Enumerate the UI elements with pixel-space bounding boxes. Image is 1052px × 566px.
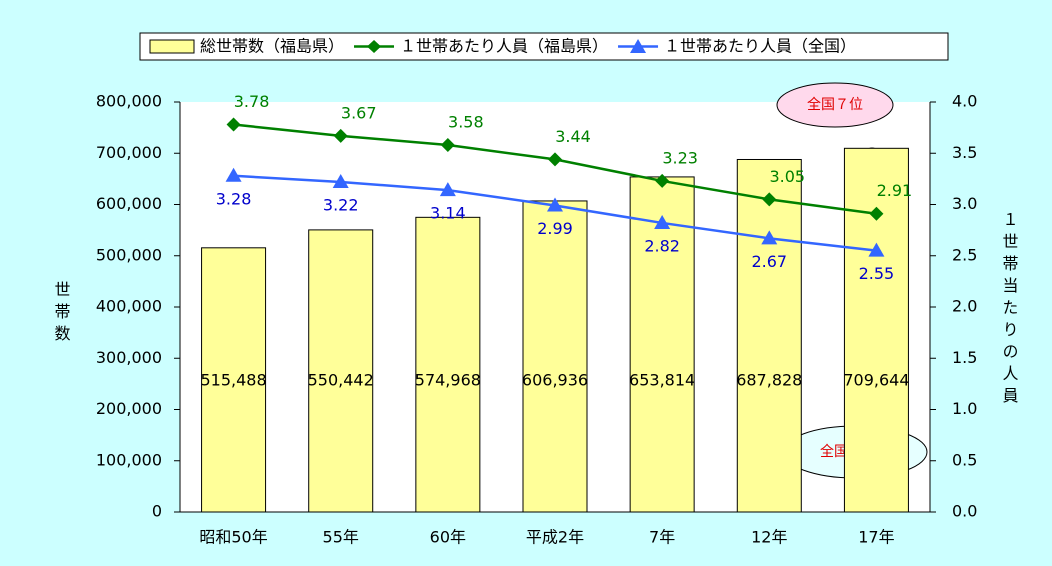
- y-tick-label: 0: [152, 502, 162, 521]
- marker: [226, 117, 241, 132]
- data-label: 2.91: [877, 181, 913, 200]
- data-label: 3.58: [448, 113, 484, 132]
- marker: [333, 128, 348, 143]
- legend-marker: [367, 40, 382, 53]
- data-label: 2.55: [859, 264, 895, 283]
- legend-marker: [630, 39, 647, 53]
- marker: [868, 242, 885, 257]
- data-label: 2.82: [644, 236, 680, 255]
- bar: [629, 176, 695, 513]
- bar: [415, 216, 481, 513]
- bar-label: 550,442: [308, 371, 374, 390]
- marker: [440, 138, 455, 153]
- legend-label: １世帯あたり人員（全国）: [664, 37, 856, 56]
- bar: [736, 158, 802, 513]
- y-axis-label: 世帯数: [52, 281, 71, 347]
- bar-label: 574,968: [415, 371, 481, 390]
- bar-label: 653,814: [629, 371, 695, 390]
- x-tick-label: 60年: [430, 528, 466, 547]
- marker: [654, 214, 671, 229]
- marker: [762, 192, 777, 207]
- y-tick-label: 400,000: [96, 297, 162, 316]
- marker: [869, 206, 884, 221]
- y2-axis-label: １世帯当たりの人員: [1000, 211, 1019, 409]
- data-label: 3.22: [323, 195, 359, 214]
- marker: [439, 182, 456, 197]
- y-tick-label: 600,000: [96, 194, 162, 213]
- y2-tick-label: 2.5: [952, 245, 977, 264]
- marker: [548, 152, 562, 167]
- y-tick-label: 200,000: [96, 399, 162, 418]
- y2-tick-label: 0.5: [952, 450, 977, 469]
- legend-box: [139, 32, 949, 61]
- y2-tick-label: 0.0: [952, 502, 977, 521]
- data-label: 3.14: [430, 204, 466, 223]
- bar: [522, 200, 588, 513]
- bar-label: 515,488: [200, 371, 266, 390]
- marker: [655, 173, 670, 188]
- x-tick-label: 昭和50年: [199, 528, 267, 547]
- y2-tick-label: 1.0: [952, 399, 977, 418]
- x-tick-label: 17年: [858, 528, 894, 547]
- y2-tick-label: 3.0: [952, 194, 977, 213]
- data-label: 3.78: [234, 92, 270, 111]
- legend-swatch: [149, 39, 195, 54]
- y-tick-label: 500,000: [96, 245, 162, 264]
- data-label: 3.23: [662, 148, 698, 167]
- x-tick-label: 55年: [323, 528, 359, 547]
- data-label: 3.67: [341, 103, 377, 122]
- bar: [308, 229, 374, 513]
- y2-tick-label: 2.0: [952, 297, 977, 316]
- data-label: 3.44: [555, 127, 591, 146]
- legend-label: 総世帯数（福島県）: [200, 37, 344, 56]
- marker: [547, 197, 563, 212]
- legend-label: １世帯あたり人員（福島県）: [400, 37, 608, 56]
- bar: [843, 147, 909, 513]
- y-tick-label: 300,000: [96, 348, 162, 367]
- data-label: 2.67: [751, 252, 787, 271]
- marker: [761, 230, 778, 245]
- bar-label: 687,828: [736, 371, 802, 390]
- x-tick-label: 平成2年: [526, 528, 584, 547]
- data-label: 3.05: [769, 167, 805, 186]
- annotation: 全国７位: [807, 96, 863, 113]
- y2-tick-label: 4.0: [952, 92, 977, 111]
- x-tick-label: 7年: [649, 528, 675, 547]
- bar: [201, 247, 267, 513]
- y-tick-label: 700,000: [96, 143, 162, 162]
- y2-tick-label: 3.5: [952, 143, 977, 162]
- y-tick-label: 800,000: [96, 92, 162, 111]
- y-tick-label: 100,000: [96, 450, 162, 469]
- data-label: 2.99: [537, 219, 573, 238]
- marker: [332, 173, 349, 188]
- data-label: 3.28: [216, 189, 252, 208]
- y2-tick-label: 1.5: [952, 348, 977, 367]
- marker: [225, 167, 242, 182]
- bar-label: 606,936: [522, 371, 588, 390]
- bar-label: 709,644: [843, 371, 909, 390]
- x-tick-label: 12年: [751, 528, 787, 547]
